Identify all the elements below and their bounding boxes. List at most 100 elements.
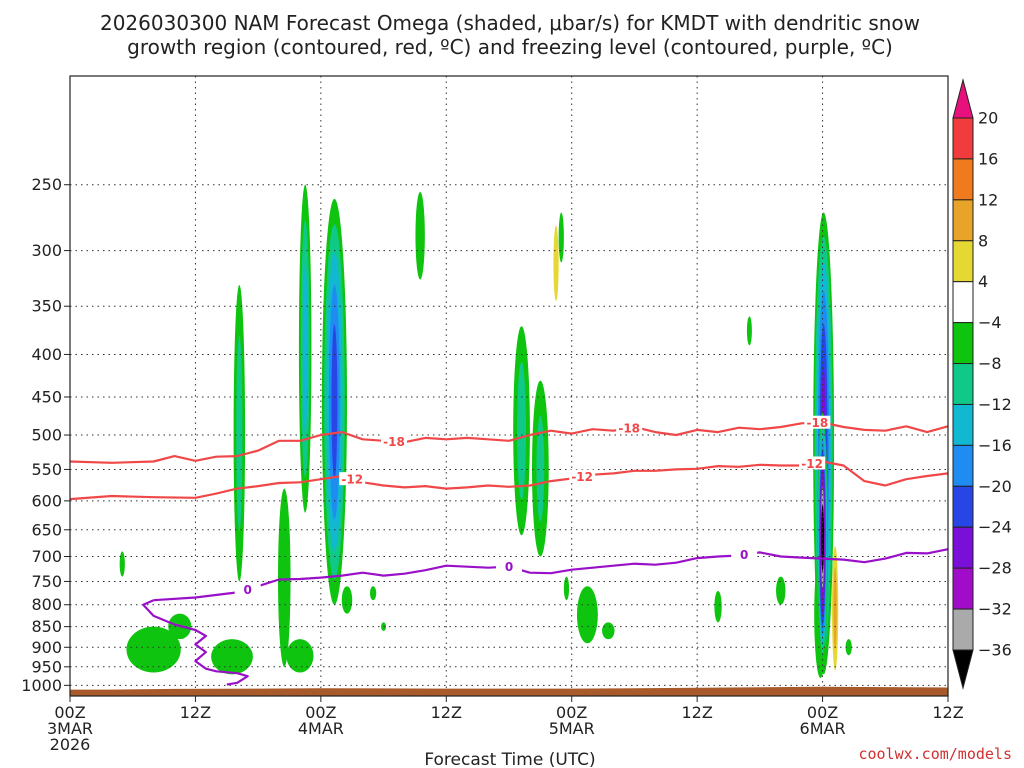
omega-cell-14-level-1 [536,415,545,522]
x-axis-title: Forecast Time (UTC) [424,750,595,768]
omega-cell-9-level-0 [341,586,353,614]
omega-cell-18-level-0 [602,622,615,640]
red--12-contour-label-0: -12 [341,473,363,487]
omega-cell-20-level-0 [746,316,752,346]
colorbar-bin-8 [952,444,974,487]
y-tick-label-1000: 1000 [21,676,62,695]
colorbar-bin-4 [952,281,974,324]
y-tick-label-850: 850 [31,617,62,636]
omega-cell-13-level-1 [517,361,527,500]
purple-0-label-bg-2 [731,547,758,561]
omega-cell-4-level-0 [211,639,253,675]
red--18-label-bg-0 [381,434,408,448]
y-tick-label-800: 800 [31,595,62,614]
red--12-label-bg-2 [799,456,826,470]
x-tick-label-0-1: 3MAR [47,719,93,738]
colorbar-top-arrow [952,78,974,119]
colorbar-bottom-arrow [952,649,974,690]
x-tick-label-12-0: 12Z [180,703,211,722]
y-tick-label-400: 400 [31,345,62,364]
y-tick-label-450: 450 [31,387,62,406]
colorbar-bin-1 [952,158,974,201]
pressure-axis: 250 300 350 400 450 500 550 600 650 700 750 800 850 9… [21,175,70,695]
red--18-contour-label-2: -18 [807,416,829,430]
y-tick-label-250: 250 [31,175,62,194]
x-tick-label-48-1: 5MAR [549,719,595,738]
colorbar-label-7: −12 [978,395,1012,414]
omega-cell-7-level-2 [302,263,308,434]
purple-0-contour-label-0: 0 [244,583,252,597]
purple-contour-0-loop [142,599,249,686]
omega-cell-24-level-8 [821,504,825,572]
colorbar-bin-12 [952,608,974,651]
x-tick-label-36-0: 12Z [431,703,462,722]
omega-positive-cell-0-level-0 [553,225,559,302]
omega-cell-0-level-0 [119,551,125,577]
colorbar-bin-10 [952,526,974,569]
omega-cell-6-level-0 [286,639,314,673]
colorbar-label-1: 16 [978,149,998,168]
terrain-fill [70,686,948,696]
omega-cell-16-level-0 [563,576,570,601]
credit-text: coolwx.com/models [858,745,1012,763]
omega-cell-25-level-0 [845,639,852,656]
colorbar-label-8: −16 [978,436,1012,455]
x-tick-label-48-0: 00Z [556,703,587,722]
colorbar-label-0: 20 [978,109,998,128]
omega-cell-17-level-0 [576,586,598,644]
red--18-label-bg-1 [616,420,643,434]
colorbar-bin-11 [952,567,974,610]
purple-0-label-bg-0 [234,582,261,596]
x-tick-label-24-1: 4MAR [298,719,344,738]
y-tick-label-650: 650 [31,520,62,539]
omega-cell-19-level-0 [714,590,722,623]
colorbar-label-3: 8 [978,231,988,250]
x-tick-label-0-2: 2026 [50,735,91,754]
omega-colorbar: 20 16 12 8 4 −4 −8 −12 −16 −20 −24 −28 −32 −36 [952,78,1012,690]
colorbar-bin-6 [952,363,974,405]
omega-cell-11-level-0 [415,191,425,280]
colorbar-label-11: −28 [978,559,1012,578]
colorbar-label-6: −8 [978,354,1002,373]
plot-area: -18 -18 -18 -12 -12 -12 0 0 0 [69,75,949,697]
red--12-contour-label-1: -12 [571,470,593,484]
colorbar-label-13: −36 [978,641,1012,660]
red--12-label-bg-0 [339,472,366,486]
plot-background [70,76,948,696]
red--12-label-bg-1 [569,469,596,483]
omega-cell-3-level-1 [236,335,243,532]
purple-0-label-bg-1 [496,559,522,573]
omega-cell-15-level-0 [558,212,564,263]
y-tick-label-700: 700 [31,547,62,566]
y-tick-label-500: 500 [31,426,62,445]
omega-positive-cell-1-level-1 [833,567,837,650]
purple-0-contour-label-2: 0 [740,548,748,562]
colorbar-bin-9 [952,485,974,528]
colorbar-label-2: 12 [978,190,998,209]
omega-cell-1-level-0 [126,626,181,673]
plot-frame [69,75,949,697]
colorbar-bin-7 [952,403,974,446]
colorbar-bin-3 [952,240,974,283]
y-tick-label-550: 550 [31,460,62,479]
x-tick-label-72-1: 6MAR [800,719,846,738]
x-tick-label-84-0: 12Z [932,703,963,722]
x-tick-label-24-0: 00Z [305,703,336,722]
purple-0-contour-label-1: 0 [505,560,513,574]
red--12-contour-label-2: -12 [801,457,823,471]
y-tick-label-350: 350 [31,297,62,316]
colorbar-bin-5 [952,322,974,365]
x-tick-label-72-0: 00Z [807,703,838,722]
chart-title-line2: growth region (contoured, red, ºC) and f… [127,35,893,59]
red--18-contour-label-1: -18 [618,421,640,435]
y-tick-label-600: 600 [31,491,62,510]
colorbar-bin-2 [952,199,974,242]
y-tick-label-300: 300 [31,241,62,260]
omega-cell-10-level-0 [369,586,377,601]
x-tick-label-0-0: 00Z [54,703,85,722]
x-tick-label-60-0: 12Z [681,703,712,722]
colorbar-label-12: −32 [978,600,1012,619]
colorbar-label-9: −20 [978,477,1012,496]
